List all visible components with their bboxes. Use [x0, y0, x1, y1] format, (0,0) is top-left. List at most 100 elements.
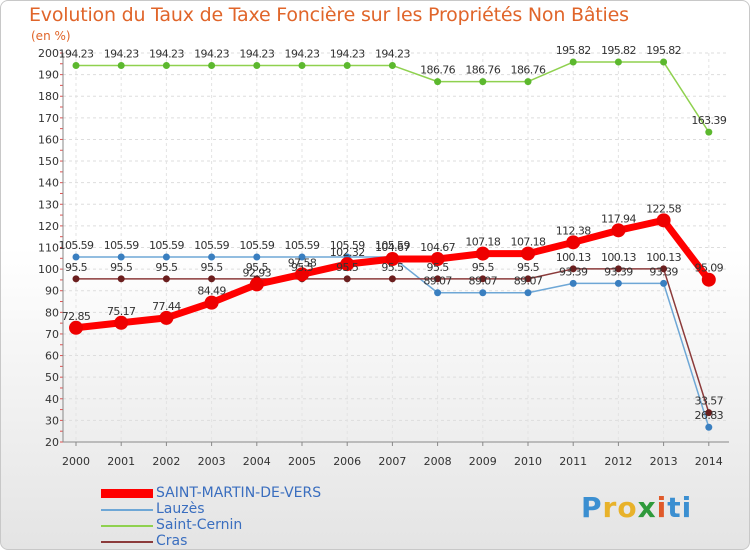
data-label-saint-cernin: 194.23: [375, 47, 410, 60]
data-point-cras: [208, 275, 216, 283]
data-point-cras: [343, 275, 351, 283]
x-tick-label: 2005: [288, 455, 316, 468]
y-tick-label: 140: [38, 177, 59, 190]
data-point-lauz-s: [72, 253, 80, 261]
data-label-saint-martin-de-vers: 84.49: [197, 285, 226, 298]
data-label-cras: 95.5: [155, 261, 178, 274]
x-tick-label: 2010: [514, 455, 542, 468]
logo-letter: P: [581, 491, 603, 524]
proxiti-logo: Proxiti: [581, 491, 692, 524]
data-label-saint-cernin: 194.23: [330, 47, 365, 60]
data-point-lauz-s: [524, 289, 532, 297]
y-tick-label: 30: [45, 414, 59, 427]
data-label-lauz-s: 105.59: [375, 239, 410, 252]
data-label-saint-cernin: 163.39: [691, 114, 726, 127]
data-point-cras: [72, 275, 80, 283]
logo-letter: i: [656, 491, 668, 524]
data-point-cras: [614, 265, 622, 273]
data-point-saint-cernin: [569, 58, 577, 66]
data-label-saint-martin-de-vers: 102.32: [330, 246, 365, 259]
unit-label: (en %): [31, 29, 71, 43]
data-labels: 194.23 194.23 194.23 194.23 194.23 194.23 194.…: [59, 44, 728, 422]
data-label-cras: 33.57: [695, 395, 724, 408]
x-tick-label: 2009: [469, 455, 497, 468]
legend-label: SAINT-MARTIN-DE-VERS: [156, 485, 322, 501]
data-label-saint-cernin: 186.76: [511, 64, 546, 77]
data-point-saint-martin-de-vers: [159, 310, 174, 325]
data-point-saint-cernin: [208, 61, 216, 69]
data-point-saint-martin-de-vers: [114, 315, 129, 330]
y-tick-label: 20: [45, 436, 59, 449]
x-tick-label: 2014: [695, 455, 723, 468]
data-point-saint-martin-de-vers: [656, 213, 671, 228]
data-point-cras: [117, 275, 125, 283]
legend-label: Cras: [156, 533, 188, 549]
data-point-lauz-s: [298, 253, 306, 261]
x-tick-label: 2001: [107, 455, 135, 468]
y-tick-label: 110: [38, 242, 59, 255]
data-label-saint-cernin: 194.23: [239, 47, 274, 60]
logo-letter: i: [681, 491, 693, 524]
data-label-saint-martin-de-vers: 77.44: [152, 300, 181, 313]
grid: [63, 52, 729, 443]
x-tick-label: 2000: [62, 455, 90, 468]
data-label-cras: 95.5: [110, 261, 133, 274]
logo-letter: t: [667, 491, 682, 524]
logo-letter: o: [617, 491, 638, 524]
x-tick-label: 2002: [152, 455, 180, 468]
data-label-saint-martin-de-vers: 95.09: [695, 262, 724, 275]
data-label-lauz-s: 105.59: [285, 239, 320, 252]
data-label-saint-martin-de-vers: 104.67: [420, 241, 455, 254]
data-point-lauz-s: [569, 279, 577, 287]
data-point-lauz-s: [253, 253, 261, 261]
axes: 20 30 40 50 60 70 80 90 100 110 120 130 140 150 160 170…: [38, 47, 729, 468]
data-label-cras: 100.13: [556, 251, 591, 264]
chart-title: Evolution du Taux de Taxe Foncière sur l…: [29, 4, 629, 26]
x-tick-label: 2003: [198, 455, 226, 468]
data-label-cras: 95.5: [336, 261, 359, 274]
series: [69, 58, 716, 431]
data-label-lauz-s: 105.59: [149, 239, 184, 252]
data-label-lauz-s: 105.59: [330, 239, 365, 252]
data-label-saint-martin-de-vers: 122.58: [646, 202, 681, 215]
data-label-lauz-s: 105.59: [194, 239, 229, 252]
data-label-lauz-s: 93.39: [559, 265, 588, 278]
data-label-saint-martin-de-vers: 117.94: [601, 212, 636, 225]
data-label-saint-cernin: 194.23: [59, 47, 94, 60]
data-point-lauz-s: [614, 279, 622, 287]
data-label-lauz-s: 93.39: [604, 265, 633, 278]
x-tick-label: 2004: [243, 455, 271, 468]
data-point-saint-martin-de-vers: [611, 223, 626, 238]
data-label-lauz-s: 105.59: [239, 239, 274, 252]
data-point-saint-martin-de-vers: [701, 272, 716, 287]
data-label-saint-martin-de-vers: 107.18: [465, 236, 500, 249]
data-point-saint-cernin: [162, 61, 170, 69]
data-label-saint-martin-de-vers: 72.85: [62, 310, 91, 323]
data-label-cras: 95.5: [472, 261, 495, 274]
data-label-saint-cernin: 194.23: [104, 47, 139, 60]
y-tick-label: 150: [38, 155, 59, 168]
data-point-saint-cernin: [705, 128, 713, 136]
data-label-saint-cernin: 186.76: [420, 64, 455, 77]
x-tick-label: 2008: [424, 455, 452, 468]
y-tick-label: 100: [38, 263, 59, 276]
data-point-saint-martin-de-vers: [340, 257, 355, 272]
data-point-cras: [388, 275, 396, 283]
y-tick-label: 170: [38, 112, 59, 125]
data-label-cras: 95.5: [427, 261, 450, 274]
data-point-saint-martin-de-vers: [475, 246, 490, 261]
y-tick-label: 60: [45, 350, 59, 363]
y-tick-label: 190: [38, 69, 59, 82]
data-point-saint-martin-de-vers: [385, 252, 400, 267]
data-label-saint-martin-de-vers: 97.58: [288, 256, 317, 269]
data-label-cras: 95.5: [201, 261, 224, 274]
data-label-saint-cernin: 194.23: [285, 47, 320, 60]
data-label-saint-cernin: 195.82: [556, 44, 591, 57]
data-label-saint-martin-de-vers: 112.38: [556, 224, 591, 237]
data-label-lauz-s: 105.59: [104, 239, 139, 252]
data-label-saint-cernin: 194.23: [149, 47, 184, 60]
y-tick-label: 160: [38, 133, 59, 146]
x-tick-label: 2013: [650, 455, 678, 468]
data-label-lauz-s: 93.39: [649, 265, 678, 278]
